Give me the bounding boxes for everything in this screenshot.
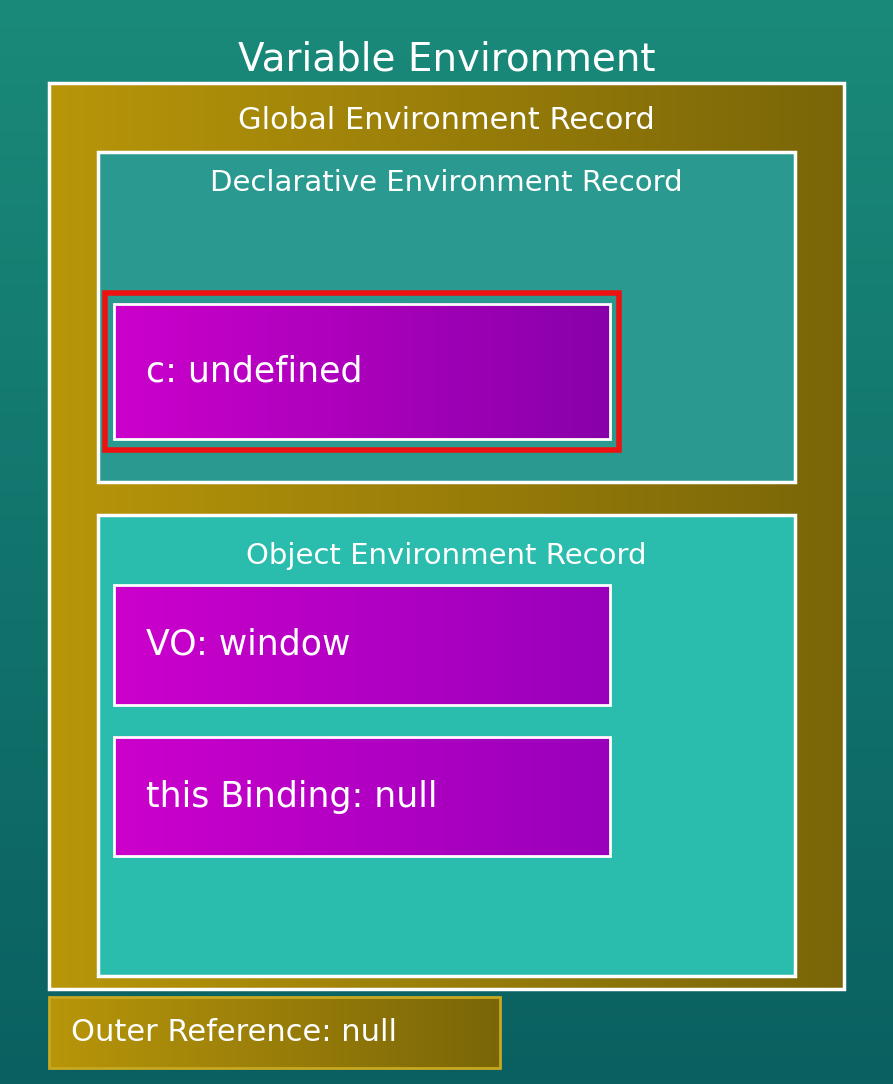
Text: this Binding: null: this Binding: null (146, 779, 437, 814)
Bar (105, 293, 619, 450)
Text: Global Environment Record: Global Environment Record (238, 106, 655, 134)
Bar (98, 152, 795, 482)
Bar (98, 515, 795, 976)
Text: Declarative Environment Record: Declarative Environment Record (210, 169, 683, 197)
Text: Outer Reference: null: Outer Reference: null (71, 1018, 397, 1047)
Bar (114, 585, 610, 705)
Text: Variable Environment: Variable Environment (238, 40, 655, 79)
Bar (49, 83, 844, 989)
Text: c: undefined: c: undefined (146, 354, 362, 388)
Bar (114, 304, 610, 439)
Text: Object Environment Record: Object Environment Record (246, 542, 647, 570)
Bar (49, 997, 500, 1068)
Bar (114, 737, 610, 856)
Text: VO: window: VO: window (146, 628, 350, 662)
Bar (98, 515, 795, 976)
Bar (98, 152, 795, 482)
